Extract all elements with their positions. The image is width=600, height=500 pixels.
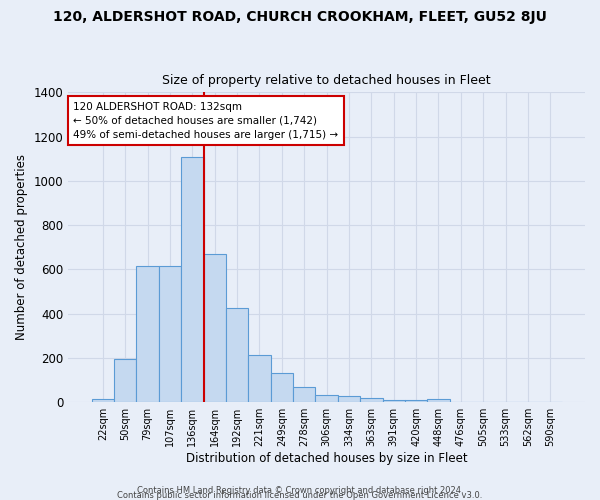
Text: Contains HM Land Registry data © Crown copyright and database right 2024.: Contains HM Land Registry data © Crown c… [137,486,463,495]
Bar [203,254,226,402]
Text: 120 ALDERSHOT ROAD: 132sqm
← 50% of detached houses are smaller (1,742)
49% of s: 120 ALDERSHOT ROAD: 132sqm ← 50% of deta… [73,102,338,140]
Bar [383,400,405,402]
Bar [136,266,159,402]
Bar [360,398,383,402]
Bar [338,396,360,402]
Bar [159,266,181,402]
Bar [114,359,136,402]
Title: Size of property relative to detached houses in Fleet: Size of property relative to detached ho… [162,74,491,87]
Bar [248,354,271,402]
Bar [427,399,449,402]
Text: 120, ALDERSHOT ROAD, CHURCH CROOKHAM, FLEET, GU52 8JU: 120, ALDERSHOT ROAD, CHURCH CROOKHAM, FL… [53,10,547,24]
Bar [316,395,338,402]
X-axis label: Distribution of detached houses by size in Fleet: Distribution of detached houses by size … [186,452,467,465]
Bar [293,387,316,402]
Bar [271,374,293,402]
Bar [226,308,248,402]
Y-axis label: Number of detached properties: Number of detached properties [15,154,28,340]
Bar [405,400,427,402]
Bar [181,156,203,402]
Text: Contains public sector information licensed under the Open Government Licence v3: Contains public sector information licen… [118,491,482,500]
Bar [92,399,114,402]
